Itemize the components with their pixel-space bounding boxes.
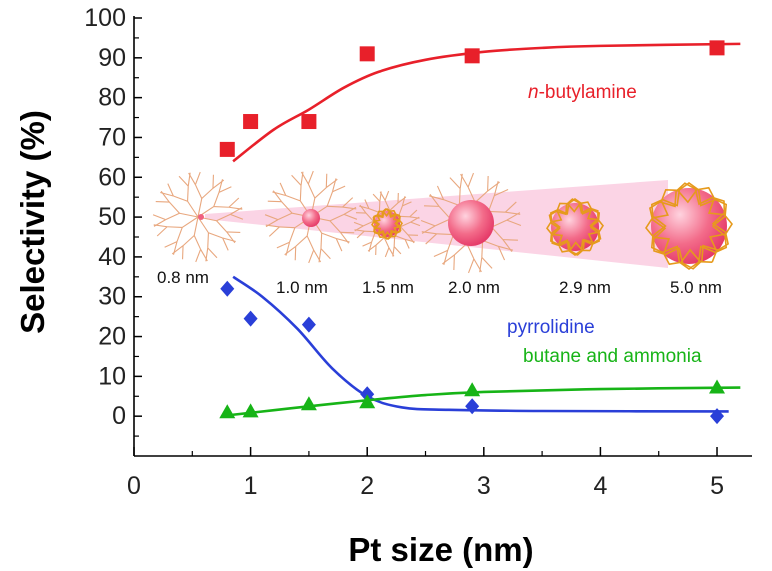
fit-line-series-0	[232, 42, 741, 163]
x-tick-label: 2	[360, 472, 374, 500]
dendrimer-icon	[152, 171, 244, 263]
y-tick-label: 70	[98, 123, 126, 151]
y-tick-label: 20	[98, 323, 126, 351]
pt-particle-icon	[374, 211, 400, 237]
y-tick-label: 50	[98, 203, 126, 231]
data-point-series-1	[301, 316, 316, 333]
fit-line-series-2	[227, 386, 741, 417]
x-tick-label: 3	[477, 472, 491, 500]
dendrimer-nanoparticle-illustration: 0.8 nm 1.0 nm 1.5 nm 2.0 nm 2.9 nm 5.0 nm	[152, 170, 733, 297]
pt-particle-icon	[551, 203, 599, 251]
data-point-series-0	[709, 40, 725, 56]
particle-size-label: 0.8 nm	[157, 268, 209, 287]
x-axis-title: Pt size (nm)	[348, 531, 533, 568]
particle-size-label: 2.0 nm	[448, 278, 500, 297]
x-tick-label: 0	[127, 472, 141, 500]
pt-particle-icon	[302, 209, 320, 227]
y-tick-label: 80	[98, 84, 126, 112]
y-tick-label: 0	[112, 402, 126, 430]
pt-particle-icon	[198, 214, 204, 220]
chart-axes: 0 10 20 30 40 50 60 70 80 90 100 0 1 2 3 4 5	[84, 4, 752, 500]
data-point-series-0	[243, 114, 259, 130]
data-point-series-1	[710, 408, 725, 425]
y-tick-label: 30	[98, 283, 126, 311]
data-point-series-0	[301, 114, 317, 130]
y-tick-label: 60	[98, 163, 126, 191]
series-label-0: n-butylamine	[528, 82, 637, 103]
pt-particle-icon	[651, 188, 727, 264]
dendrimer-icon	[264, 170, 358, 264]
ligand-shell-icon	[645, 182, 733, 270]
series-label-2: butane and ammonia	[523, 346, 702, 367]
x-tick-label: 1	[244, 472, 258, 500]
y-axis-title: Selectivity (%)	[14, 110, 51, 334]
data-point-series-0	[359, 46, 375, 62]
data-point-series-2	[709, 379, 726, 394]
fit-line-series-1	[232, 275, 729, 413]
y-tick-label: 90	[98, 44, 126, 72]
pt-particle-icon	[448, 200, 494, 246]
ligand-shell-icon	[546, 198, 604, 256]
data-point-series-2	[300, 396, 317, 411]
x-tick-label: 5	[710, 472, 724, 500]
data-point-series-2	[464, 382, 481, 397]
data-point-series-0	[464, 48, 480, 64]
data-point-series-2	[219, 404, 236, 419]
particle-size-label: 1.0 nm	[276, 278, 328, 297]
y-tick-label: 100	[84, 4, 126, 32]
series-label-1: pyrrolidine	[507, 317, 595, 338]
data-point-series-1	[243, 310, 258, 327]
size-growth-wedge	[205, 180, 668, 268]
particle-size-label: 2.9 nm	[559, 278, 611, 297]
data-point-series-1	[465, 398, 480, 415]
x-tick-label: 4	[593, 472, 607, 500]
data-point-series-0	[219, 141, 235, 157]
particle-size-label: 5.0 nm	[670, 278, 722, 297]
y-tick-label: 40	[98, 243, 126, 271]
data-point-series-1	[220, 280, 235, 297]
data-point-series-2	[359, 394, 376, 409]
y-tick-label: 10	[98, 362, 126, 390]
particle-size-label: 1.5 nm	[362, 278, 414, 297]
data-point-series-2	[242, 403, 259, 418]
ligand-shell-icon	[371, 208, 403, 240]
